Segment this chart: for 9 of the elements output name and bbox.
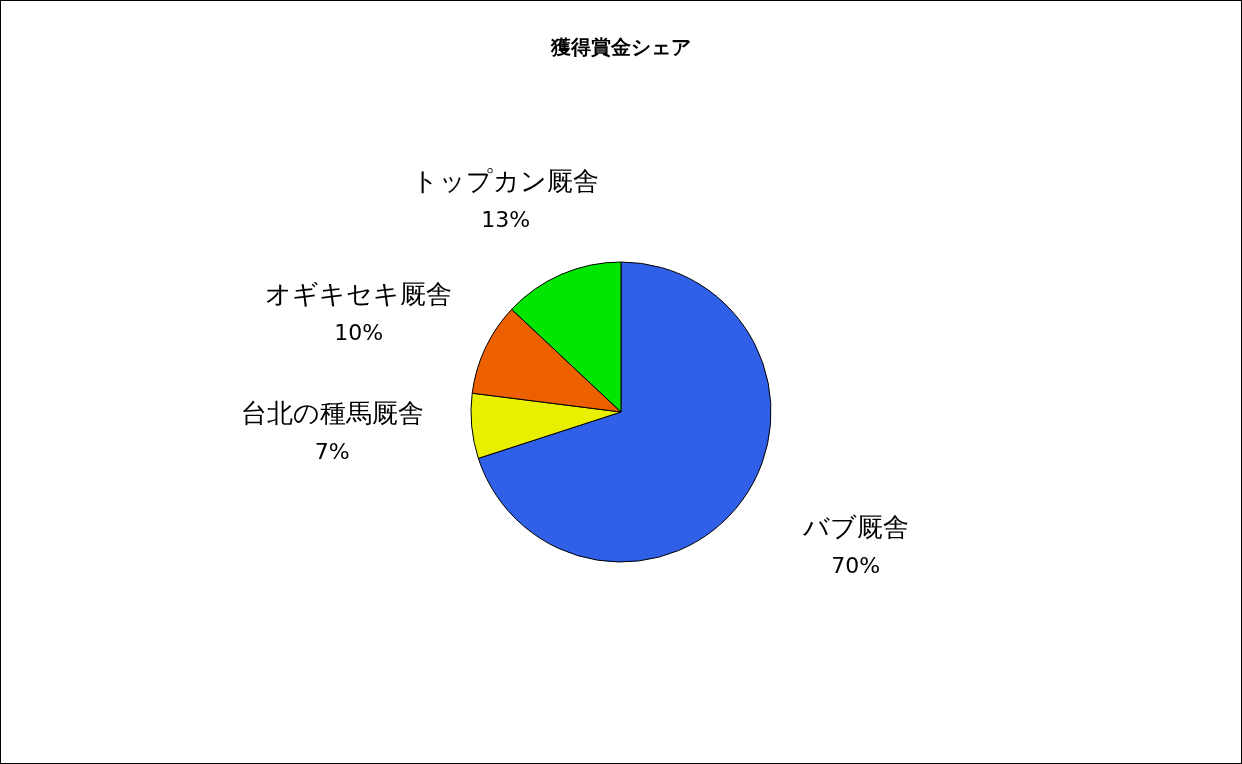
slice-label: オギキセキ厩舎 xyxy=(265,278,453,309)
chart-title: 獲得賞金シェア xyxy=(550,35,691,60)
data-label: 70% xyxy=(831,552,881,578)
data-label: 10% xyxy=(334,319,384,345)
data-label: 13% xyxy=(481,206,531,232)
slice-label: バブ厩舎 xyxy=(801,511,909,542)
data-label: 7% xyxy=(314,439,350,465)
slice-label: 台北の種馬厩舎 xyxy=(240,398,424,429)
slice-label: トップカン厩舎 xyxy=(412,165,600,196)
